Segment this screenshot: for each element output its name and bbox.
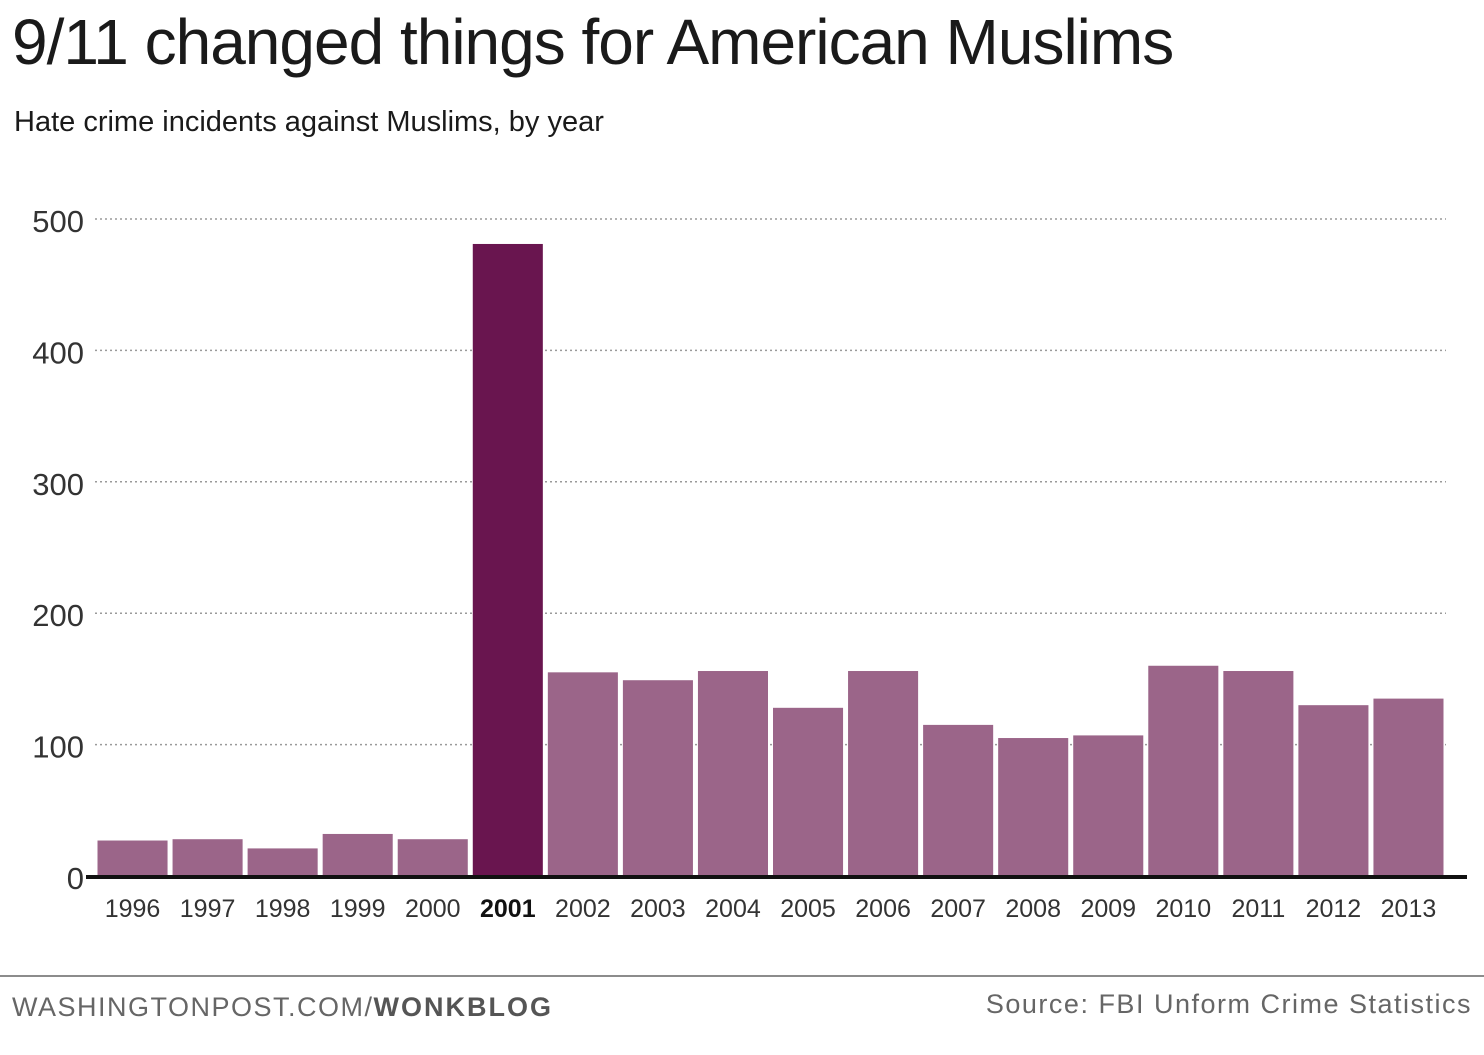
x-tick-label: 2000	[405, 895, 461, 923]
bar	[1373, 698, 1444, 876]
x-tick-label: 1999	[330, 895, 386, 923]
bar	[697, 671, 768, 876]
bar	[97, 840, 168, 876]
x-tick-label: 2007	[930, 895, 986, 923]
source-note: Source: FBI Unform Crime Statistics	[985, 989, 1472, 1019]
y-tick-label: 500	[32, 204, 84, 239]
y-tick-label: 100	[32, 730, 84, 765]
bar	[322, 833, 393, 876]
bar	[923, 724, 994, 876]
x-tick-label: 2008	[1005, 895, 1061, 923]
x-tick-label: 1996	[105, 895, 161, 923]
bar	[998, 738, 1069, 876]
y-tick-label: 300	[32, 467, 84, 502]
bar	[622, 680, 693, 876]
y-tick-label: 400	[32, 335, 84, 370]
credit-blog-name: WONKBLOG	[373, 992, 554, 1022]
y-tick-label: 200	[32, 598, 84, 633]
x-tick-label: 2002	[555, 895, 611, 923]
x-tick-label: 2011	[1231, 895, 1285, 923]
bar	[1223, 671, 1294, 876]
bar	[1298, 705, 1369, 876]
x-tick-label: 1998	[255, 895, 311, 923]
footer-divider	[0, 975, 1484, 977]
x-tick-label: 2010	[1155, 895, 1211, 923]
x-tick-label: 2001	[480, 895, 536, 923]
bar	[547, 672, 618, 876]
bar	[247, 848, 318, 876]
x-tick-label: 2012	[1306, 895, 1362, 923]
bar	[773, 707, 844, 876]
x-tick-label: 2005	[780, 895, 836, 923]
bar	[172, 839, 243, 876]
bar-chart: 0 100 200 300 400 500 1996 1997 1998 1999 2000 2001…	[32, 204, 1467, 923]
x-tick-label: 2004	[705, 895, 761, 923]
x-tick-label: 1997	[180, 895, 236, 923]
chart-subtitle: Hate crime incidents against Muslims, by…	[14, 106, 604, 138]
publisher-credit: WASHINGTONPOST.COM/WONKBLOG	[12, 988, 553, 1026]
chart-title: 9/11 changed things for American Muslims	[12, 6, 1174, 78]
bar	[397, 839, 468, 876]
bar	[1073, 735, 1144, 876]
x-tick-label: 2006	[855, 895, 911, 923]
x-tick-label: 2009	[1080, 895, 1136, 923]
credit-prefix: WASHINGTONPOST.COM/	[12, 992, 374, 1022]
bar	[848, 671, 919, 876]
bar	[472, 243, 543, 876]
x-tick-label: 2013	[1381, 895, 1437, 923]
y-tick-label: 0	[67, 861, 84, 896]
x-tick-label: 2003	[630, 895, 686, 923]
bar	[1148, 665, 1219, 876]
